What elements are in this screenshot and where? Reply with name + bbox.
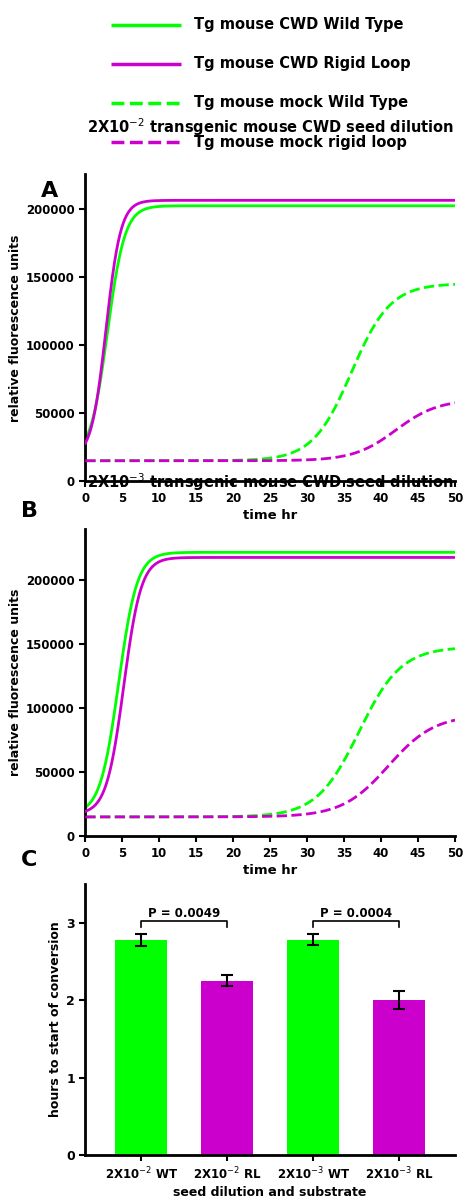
Text: A: A [41, 182, 58, 201]
Text: P = 0.0049: P = 0.0049 [148, 907, 220, 920]
Text: P = 0.0004: P = 0.0004 [320, 907, 392, 920]
Bar [201, 980, 253, 1155]
Y-axis label: relative fluorescence units: relative fluorescence units [9, 235, 22, 421]
Text: C: C [21, 851, 38, 870]
X-axis label: seed dilution and substrate: seed dilution and substrate [173, 1186, 367, 1199]
X-axis label: time hr: time hr [243, 509, 297, 522]
Text: Tg mouse mock Wild Type: Tg mouse mock Wild Type [194, 95, 408, 111]
Text: 2X10$^{-2}$ transgenic mouse CWD seed dilution: 2X10$^{-2}$ transgenic mouse CWD seed di… [87, 115, 454, 137]
Text: Tg mouse mock rigid loop: Tg mouse mock rigid loop [194, 135, 407, 149]
X-axis label: time hr: time hr [243, 864, 297, 877]
Y-axis label: relative fluorescence units: relative fluorescence units [9, 589, 22, 776]
Text: 2X10$^{-3}$ transgenic mouse CWD seed dilution: 2X10$^{-3}$ transgenic mouse CWD seed di… [87, 470, 454, 492]
Bar [287, 940, 339, 1155]
Y-axis label: hours to start of conversion: hours to start of conversion [49, 921, 62, 1118]
Text: Tg mouse CWD Rigid Loop: Tg mouse CWD Rigid Loop [194, 57, 410, 71]
Text: Tg mouse CWD Wild Type: Tg mouse CWD Wild Type [194, 17, 403, 32]
Bar [374, 1000, 425, 1155]
Text: B: B [21, 502, 38, 521]
Bar [115, 940, 167, 1155]
